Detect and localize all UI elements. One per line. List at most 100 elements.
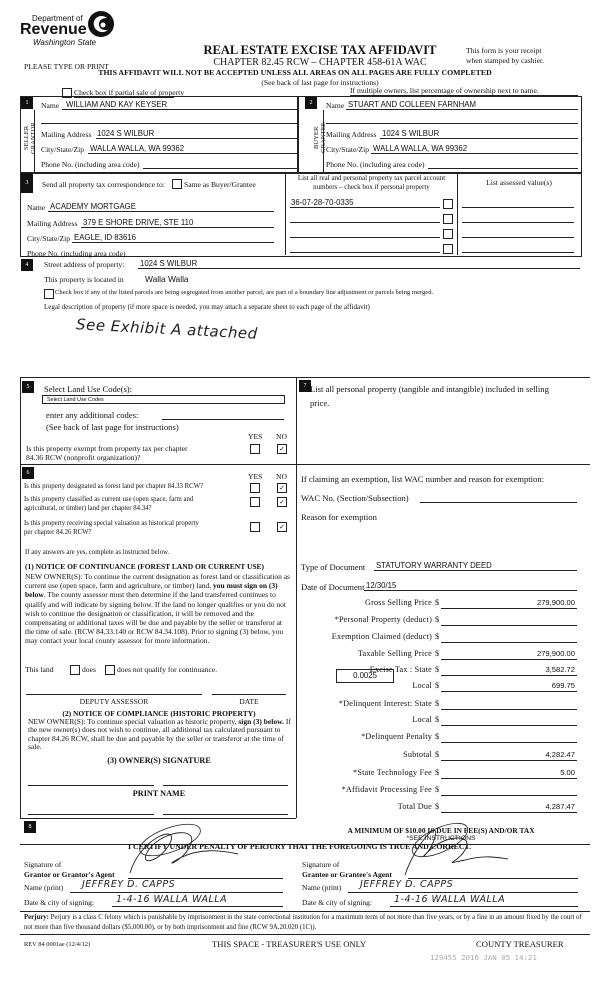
totals-row-field-line[interactable] (441, 760, 577, 761)
segregated-label: Check box if any of the listed parcels a… (55, 289, 434, 296)
totals-row: *Delinquent Penalty $ (296, 732, 580, 744)
corr-mailing-field[interactable]: 379 E SHORE DRIVE, STE 110 (83, 218, 194, 227)
personal-property-checkbox-4[interactable] (443, 244, 453, 254)
doc-date-label: Date of Document (301, 582, 365, 592)
exempt-no-checkbox[interactable]: ✓ (277, 444, 287, 454)
print-name-line-2[interactable] (163, 814, 288, 815)
grantee-signature-scribble (404, 822, 509, 876)
assessed-value-4[interactable] (462, 252, 574, 253)
does-not-checkbox[interactable] (105, 665, 115, 675)
segregated-checkbox[interactable] (44, 289, 54, 299)
totals-row-value[interactable]: 4,282.47 (545, 750, 575, 759)
print-name-line-1[interactable] (28, 814, 154, 815)
exempt-yes-checkbox[interactable] (250, 444, 260, 454)
totals-row-field-line[interactable] (441, 742, 577, 743)
parcel-number-4[interactable] (290, 252, 440, 253)
totals-row-value[interactable]: 4,287.47 (545, 802, 575, 811)
totals-row-value[interactable]: 279,900.00 (536, 649, 575, 658)
historical-no-checkbox[interactable]: ✓ (277, 522, 287, 532)
grantee-name-label: Name (print) (302, 883, 342, 892)
currency-symbol: $ (435, 649, 440, 658)
grantor-name-field[interactable]: JEFFREY D. CAPPS (82, 879, 176, 890)
current-use-yes-checkbox[interactable] (250, 497, 260, 507)
totals-row-field-line[interactable] (441, 675, 577, 676)
street-address-field[interactable]: 1024 S WILBUR (140, 259, 198, 268)
seller-mailing-field[interactable]: 1024 S WILBUR (97, 129, 155, 138)
treasurer-stamp: 129455 2016 JAN 05 14:21 (430, 953, 537, 962)
corr-mailing-label: Mailing Address (27, 219, 78, 228)
owner-signature-line-2[interactable] (163, 785, 288, 786)
personal-property-checkbox-2[interactable] (443, 214, 453, 224)
parcel-number-3[interactable] (290, 237, 440, 238)
assessed-value-3[interactable] (462, 237, 574, 238)
doc-date-field[interactable]: 12/30/15 (366, 581, 397, 590)
deputy-assessor-line[interactable] (26, 694, 202, 695)
partial-sale-checkbox[interactable] (62, 88, 72, 98)
seller-phone-field[interactable] (143, 168, 297, 169)
currency-symbol: $ (435, 699, 440, 708)
seller-city-field[interactable]: WALLA WALLA, WA 99362 (90, 144, 185, 153)
totals-row-value[interactable]: 3,582.72 (545, 665, 575, 674)
parcel-number-2[interactable] (290, 222, 440, 223)
corr-name-field[interactable]: ACADEMY MORTGAGE (50, 202, 136, 211)
forest-no-checkbox[interactable]: ✓ (277, 483, 287, 493)
grantor-signature-line[interactable] (128, 878, 283, 879)
corr-city-field[interactable]: EAGLE, ID 83616 (74, 233, 136, 242)
totals-row-field-line[interactable] (441, 608, 577, 609)
additional-codes-field[interactable] (162, 419, 284, 420)
forest-yes-checkbox[interactable] (250, 483, 260, 493)
land-use-select[interactable]: Select Land Use Codes (42, 395, 285, 404)
historical-yes-checkbox[interactable] (250, 522, 260, 532)
totals-row-field-line[interactable] (441, 778, 577, 779)
buyer-city-field[interactable]: WALLA WALLA, WA 99362 (373, 144, 468, 153)
totals-row-field-line[interactable] (441, 642, 577, 643)
assessed-value-2[interactable] (462, 222, 574, 223)
legal-description-handwritten[interactable]: See Exhibit A attached (75, 315, 259, 343)
doc-type-field[interactable]: STATUTORY WARRANTY DEED (376, 561, 492, 570)
local-rate-field[interactable]: 0.0025 (336, 669, 394, 683)
totals-row-field-line[interactable] (441, 795, 577, 796)
totals-row-field-line[interactable] (441, 659, 577, 660)
buyer-mailing-field[interactable]: 1024 S WILBUR (382, 129, 440, 138)
buyer-name-field[interactable]: STUART AND COLLEEN FARNHAM (348, 100, 476, 109)
does-checkbox[interactable] (70, 665, 80, 675)
grantor-date-city-field[interactable]: 1-4-16 WALLA WALLA (116, 894, 228, 905)
form-chapter: CHAPTER 82.45 RCW – CHAPTER 458-61A WAC (213, 57, 427, 68)
personal-property-checkbox-1[interactable] (443, 199, 453, 209)
totals-row-field-line[interactable] (441, 709, 577, 710)
yes-header-6: YES (248, 472, 263, 481)
seller-mailing-label: Mailing Address (41, 130, 92, 139)
parcel-number-1[interactable]: 36-07-28-70-0335 (291, 198, 354, 207)
owner-signature-line-1[interactable] (28, 785, 154, 786)
currency-symbol: $ (435, 715, 440, 724)
assessed-value-1[interactable] (462, 207, 574, 208)
current-use-no-checkbox[interactable]: ✓ (277, 497, 287, 507)
corr-phone-field[interactable] (128, 256, 274, 257)
correspondence-label: Send all property tax correspondence to: (42, 180, 165, 189)
grantee-date-label: Date & city of signing: (302, 898, 373, 907)
if-yes-note: If any answers are yes, complete as inst… (25, 549, 170, 556)
receipt-note-2: when stamped by cashier. (466, 56, 545, 65)
totals-row-field-line[interactable] (441, 625, 577, 626)
no-header-5: NO (276, 432, 287, 441)
exempt-question: Is this property exempt from property ta… (26, 444, 188, 462)
grantee-name-field[interactable]: JEFFREY D. CAPPS (360, 879, 454, 890)
personal-property-checkbox-3[interactable] (443, 229, 453, 239)
grantee-date-city-field[interactable]: 1-4-16 WALLA WALLA (394, 894, 506, 905)
wac-number-field[interactable] (420, 502, 577, 503)
seller-name-field[interactable]: WILLIAM AND KAY KEYSER (66, 100, 168, 109)
totals-row-field-line[interactable] (441, 812, 577, 813)
same-as-buyer-checkbox[interactable] (172, 179, 182, 189)
buyer-phone-field[interactable] (428, 168, 578, 169)
currency-symbol: $ (435, 750, 440, 759)
assessor-date-line[interactable] (212, 694, 286, 695)
county-treasurer-label: COUNTY TREASURER (476, 939, 564, 949)
totals-row-value[interactable]: 699.75 (551, 681, 575, 690)
totals-row-field-line[interactable] (441, 725, 577, 726)
totals-row-value[interactable]: 279,900.00 (536, 598, 575, 607)
totals-row-field-line[interactable] (441, 691, 577, 692)
additional-codes-label: enter any additional codes: (46, 410, 139, 420)
grantee-signature-line[interactable] (408, 878, 578, 879)
totals-row-value[interactable]: 5.00 (560, 768, 575, 777)
located-in-value[interactable]: Walla Walla (145, 274, 189, 284)
